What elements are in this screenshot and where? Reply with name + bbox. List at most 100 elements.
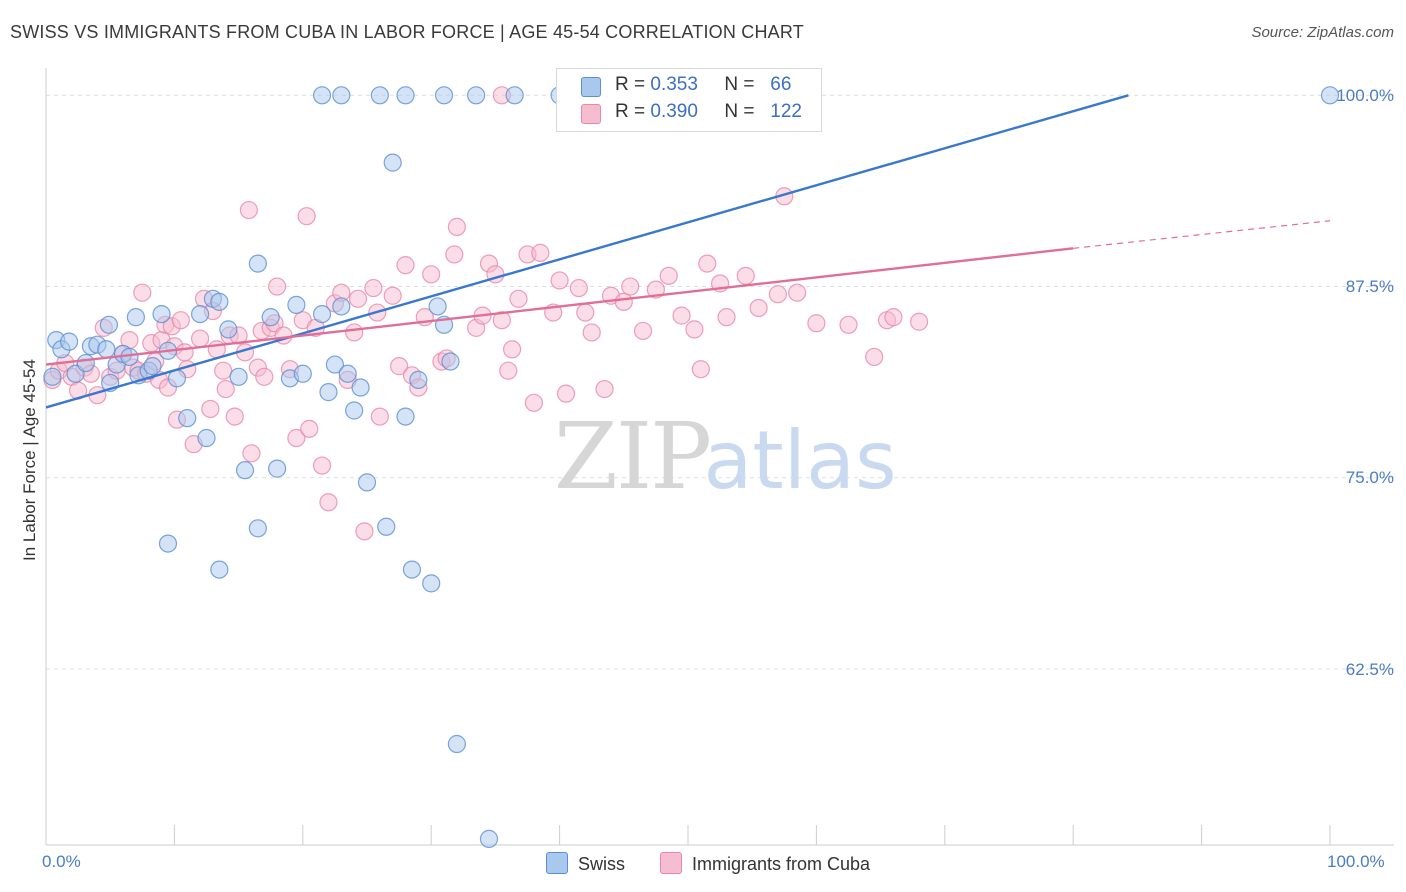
cuba-point	[614, 292, 633, 311]
swiss-r-label: R =	[615, 74, 646, 95]
chart-title: SWISS VS IMMIGRANTS FROM CUBA IN LABOR F…	[10, 22, 804, 42]
y-tick-label: 62.5%	[1345, 660, 1394, 679]
watermark-atlas: atlas	[703, 414, 896, 507]
cuba-point	[345, 323, 364, 342]
cuba-point	[691, 360, 710, 379]
cuba-n-label: N =	[724, 101, 755, 122]
cuba-point	[492, 311, 511, 330]
swiss-point	[312, 304, 332, 324]
cuba-point	[216, 379, 235, 399]
cuba-point	[175, 343, 194, 362]
cuba-legend-label: Immigrants from Cuba	[692, 854, 871, 874]
cuba-point	[509, 289, 528, 308]
swiss-point	[409, 370, 428, 389]
cuba-point	[287, 428, 306, 448]
cuba-point	[556, 384, 576, 403]
swiss-point	[396, 86, 415, 105]
cuba-point	[214, 361, 233, 380]
y-tick-label: 75.0%	[1345, 468, 1394, 487]
cuba-point	[807, 314, 826, 333]
cuba-point	[550, 271, 569, 290]
swiss-point	[441, 352, 460, 371]
swiss-point	[60, 332, 79, 351]
swiss-point	[332, 297, 351, 316]
cuba-point	[300, 419, 319, 438]
cuba-trend-extension	[1073, 220, 1331, 249]
swiss-point	[190, 304, 210, 324]
cuba-n-value: 122	[770, 101, 802, 122]
swiss-point	[158, 534, 178, 553]
cuba-point	[576, 303, 595, 322]
swiss-point	[377, 517, 396, 536]
cuba-point	[788, 283, 807, 302]
swiss-trend-line	[45, 94, 1129, 409]
cuba-legend-swatch	[660, 852, 682, 874]
cuba-swatch	[581, 104, 601, 124]
swiss-point	[97, 340, 116, 359]
cuba-point	[364, 278, 383, 298]
cuba-point	[768, 285, 787, 304]
swiss-point	[143, 357, 162, 376]
cuba-point	[390, 357, 409, 376]
swiss-point	[332, 86, 351, 105]
cuba-point	[621, 277, 640, 296]
swiss-point	[99, 315, 119, 334]
swiss-point	[479, 829, 499, 848]
cuba-point	[255, 367, 274, 386]
cuba-point	[698, 254, 717, 273]
swiss-point	[126, 308, 145, 327]
swiss-point	[434, 86, 454, 105]
swiss-point	[370, 86, 389, 105]
cuba-point	[595, 379, 614, 399]
cuba-point	[297, 207, 316, 226]
swiss-r-value: 0.353	[650, 74, 698, 95]
cuba-point	[225, 407, 244, 426]
swiss-point	[287, 295, 306, 315]
cuba-point	[685, 320, 704, 339]
swiss-point	[210, 292, 229, 311]
source-label: Source: ZipAtlas.com	[1251, 24, 1394, 41]
swiss-point	[210, 560, 229, 579]
cuba-point	[865, 347, 884, 367]
cuba-point	[133, 283, 152, 302]
cuba-point	[736, 266, 755, 285]
swiss-point	[351, 378, 370, 397]
y-tick-label: 87.5%	[1345, 277, 1394, 296]
swiss-point	[345, 401, 364, 420]
swiss-point	[505, 86, 524, 105]
cuba-point	[910, 312, 929, 331]
cuba-r-value: 0.390	[650, 101, 698, 122]
cuba-point	[239, 200, 258, 220]
swiss-point	[248, 519, 267, 538]
cuba-point	[319, 493, 338, 512]
cuba-point	[242, 444, 261, 463]
swiss-legend-label: Swiss	[578, 854, 626, 874]
cuba-point	[190, 329, 210, 348]
cuba-point	[531, 243, 550, 262]
stats-legend: R = 0.353 N = 66 R = 0.390 N = 122	[556, 68, 822, 132]
cuba-point	[502, 340, 522, 359]
y-axis-label: In Labor Force | Age 45-54	[20, 359, 39, 561]
x-tick-label: 100.0%	[1327, 852, 1385, 871]
swiss-point	[357, 473, 377, 492]
cuba-point	[268, 277, 287, 296]
cuba-point	[749, 298, 768, 318]
cuba-point	[717, 308, 736, 327]
cuba-point	[422, 265, 441, 284]
cuba-point	[839, 315, 858, 334]
cuba-point	[348, 289, 368, 308]
watermark-zip: ZIP	[554, 403, 710, 510]
swiss-point	[261, 308, 280, 327]
swiss-point	[396, 407, 415, 426]
y-tick-label: 100.0%	[1336, 86, 1394, 105]
swiss-point	[76, 353, 95, 373]
cuba-point	[672, 306, 691, 325]
cuba-point	[582, 323, 601, 342]
swiss-point	[152, 304, 171, 324]
cuba-r-label: R =	[615, 101, 646, 122]
swiss-point	[293, 364, 312, 383]
swiss-point	[428, 297, 447, 316]
cuba-point	[659, 266, 678, 285]
swiss-point	[325, 355, 344, 374]
swiss-n-value: 66	[770, 74, 792, 95]
